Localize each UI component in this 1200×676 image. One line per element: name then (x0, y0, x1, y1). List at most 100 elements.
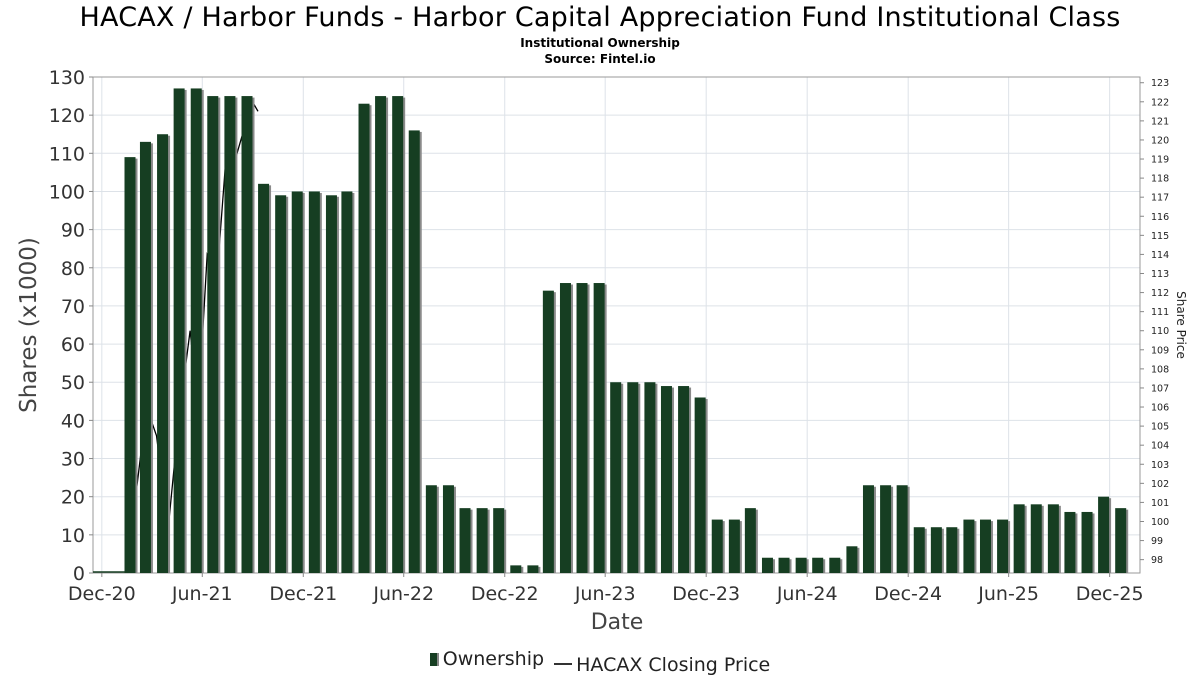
ownership-bar (846, 546, 858, 573)
x-tick-label: Dec-23 (672, 583, 740, 605)
y2-tick-label: 121 (1151, 116, 1169, 127)
y-tick-label: 20 (61, 487, 85, 509)
y2-tick-label: 100 (1151, 517, 1169, 528)
y-tick-label: 130 (49, 67, 85, 89)
ownership-bar (425, 485, 437, 573)
ownership-bar (795, 557, 807, 573)
ownership-bar (930, 527, 942, 573)
ownership-bar (358, 103, 370, 573)
ownership-bar (610, 382, 622, 573)
ownership-bar (241, 96, 253, 574)
y2-tick-label: 112 (1151, 288, 1169, 299)
y-tick-label: 60 (61, 334, 85, 356)
chart-subtitle: Institutional Ownership (520, 36, 680, 50)
ownership-bar (442, 485, 454, 573)
y-tick-label: 30 (61, 449, 85, 471)
ownership-bar (862, 485, 874, 573)
ownership-swatch-icon (429, 652, 439, 666)
legend-label-ownership: Ownership (442, 648, 545, 670)
ownership-bar (275, 195, 287, 573)
ownership-bar (576, 283, 588, 573)
ownership-bar (542, 290, 554, 573)
y2-tick-label: 117 (1151, 193, 1169, 204)
y2-tick-label: 103 (1151, 460, 1169, 471)
ownership-bar (476, 508, 488, 573)
chart-title: HACAX / Harbor Funds - Harbor Capital Ap… (79, 2, 1121, 33)
y2-tick-label: 106 (1151, 403, 1169, 414)
ownership-bar (593, 283, 605, 573)
y2-tick-label: 109 (1151, 345, 1169, 356)
ownership-bar (207, 96, 219, 574)
ownership-bar (880, 485, 892, 573)
ownership-bar (1081, 511, 1093, 573)
x-tick-label: Jun-25 (977, 583, 1039, 605)
y2-tick-label: 107 (1151, 383, 1169, 394)
ownership-bar (291, 191, 303, 573)
ownership-bar (173, 88, 185, 573)
y-tick-label: 110 (49, 143, 85, 165)
ownership-bar (375, 96, 387, 574)
ownership-bar (224, 96, 236, 574)
ownership-bar (1115, 508, 1127, 573)
legend-item-price: HACAX Closing Price (554, 654, 770, 676)
ownership-bar (559, 283, 571, 573)
ownership-bar (644, 382, 656, 573)
ownership-bar (711, 519, 723, 573)
ownership-bar (1047, 504, 1059, 573)
y2-tick-label: 111 (1151, 307, 1169, 318)
ownership-bar (408, 130, 420, 573)
y-axis-left: 0 10 20 30 40 50 60 70 80 90 100 110 120 130 (49, 67, 93, 585)
legend: Ownership HACAX Closing Price (0, 648, 1200, 676)
ownership-bar (744, 508, 756, 573)
x-axis-label: Date (591, 610, 644, 635)
y2-tick-label: 122 (1151, 97, 1169, 108)
y-tick-label: 0 (73, 563, 85, 585)
x-tick-label: Dec-22 (471, 583, 539, 605)
y-tick-label: 40 (61, 410, 85, 432)
ownership-bar (963, 519, 975, 573)
ownership-bar (997, 519, 1009, 573)
y-tick-label: 80 (61, 258, 85, 280)
ownership-bar (1098, 496, 1110, 573)
y2-tick-label: 101 (1151, 498, 1169, 509)
ownership-bar (761, 557, 773, 573)
y2-tick-label: 110 (1151, 326, 1169, 337)
ownership-bar (913, 527, 925, 573)
y-tick-label: 90 (61, 220, 85, 242)
x-tick-label: Dec-20 (68, 583, 136, 605)
ownership-bar (678, 386, 690, 573)
ownership-bar (258, 183, 270, 574)
ownership-bar (124, 157, 136, 573)
y2-tick-label: 108 (1151, 364, 1169, 375)
y2-tick-label: 113 (1151, 269, 1169, 280)
ownership-bar (728, 519, 740, 573)
x-axis: Dec-20 Jun-21 Dec-21 Jun-22 Dec-22 Jun-23 Dec-… (68, 573, 1144, 605)
ownership-bar (812, 557, 824, 573)
chart-source: Source: Fintel.io (544, 52, 656, 66)
y2-tick-label: 99 (1151, 536, 1163, 547)
y2-tick-label: 104 (1151, 441, 1169, 452)
legend-item-ownership: Ownership (429, 648, 545, 670)
ownership-bar (308, 191, 320, 573)
ownership-bar (341, 191, 353, 573)
y-axis-label: Shares (x1000) (16, 237, 42, 413)
ownership-bar (1013, 504, 1025, 573)
ownership-bar (157, 134, 169, 573)
ownership-bar (778, 557, 790, 573)
ownership-bar (527, 565, 539, 573)
legend-label-price: HACAX Closing Price (576, 653, 771, 676)
ownership-bar (1064, 511, 1076, 573)
ownership-bar (325, 195, 337, 573)
x-tick-label: Jun-22 (372, 583, 434, 605)
ownership-bar (896, 485, 908, 573)
y-tick-label: 70 (61, 296, 85, 318)
x-tick-label: Dec-25 (1076, 583, 1144, 605)
x-tick-label: Jun-24 (776, 583, 838, 605)
x-tick-label: Jun-21 (171, 583, 233, 605)
y2-tick-label: 123 (1151, 78, 1169, 89)
y2-tick-label: 102 (1151, 479, 1169, 490)
ownership-bar (1030, 504, 1042, 573)
y2-tick-label: 119 (1151, 155, 1169, 166)
x-tick-label: Dec-21 (269, 583, 337, 605)
y-tick-label: 10 (61, 525, 85, 547)
